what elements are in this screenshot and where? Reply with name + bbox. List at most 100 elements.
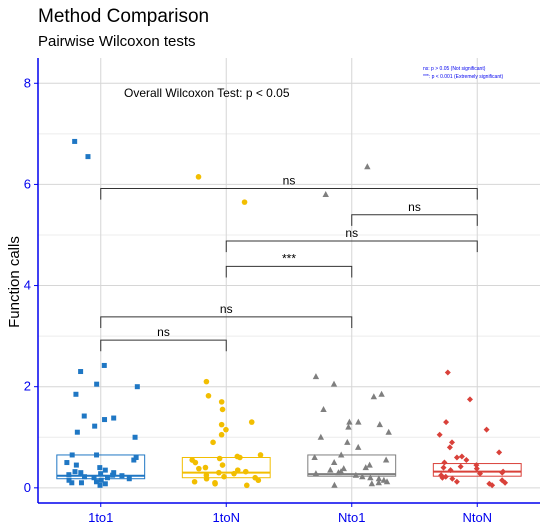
point-NtoN xyxy=(440,464,447,471)
chart-title: Method Comparison xyxy=(38,6,209,27)
significance-brackets: ns ns *** ns ns ns xyxy=(100,173,478,352)
bracket-1toN-NtoN xyxy=(225,240,478,253)
chart-subtitle: Pairwise Wilcoxon tests xyxy=(38,33,196,50)
point-1toN xyxy=(218,421,225,428)
point-Nto1 xyxy=(383,478,391,485)
bracket-1to1-NtoN xyxy=(100,187,478,200)
point-1to1 xyxy=(92,423,98,429)
bracket-label: ns xyxy=(220,302,233,316)
point-1to1 xyxy=(111,470,117,476)
point-NtoN xyxy=(453,478,460,485)
point-NtoN xyxy=(466,396,473,403)
point-Nto1 xyxy=(346,418,353,425)
point-NtoN xyxy=(477,470,484,477)
point-NtoN xyxy=(496,449,503,456)
point-Nto1 xyxy=(327,466,334,473)
axes: 0 2 4 6 8 1to1 1toN Nto1 NtoN xyxy=(24,58,540,525)
point-1to1 xyxy=(74,429,80,435)
point-Nto1 xyxy=(352,471,360,478)
point-1toN xyxy=(234,467,241,473)
x-tick-label: 1to1 xyxy=(88,510,113,525)
point-1toN xyxy=(203,472,210,478)
point-Nto1 xyxy=(364,163,371,170)
point-1to1 xyxy=(81,413,87,419)
point-Nto1 xyxy=(330,459,338,466)
point-1to1 xyxy=(102,467,108,473)
point-Nto1 xyxy=(311,453,318,460)
point-NtoN xyxy=(446,444,453,451)
point-NtoN xyxy=(449,475,456,482)
data-points xyxy=(64,138,509,489)
legend-note-ns: ns: p > 0.05 (Not significant) xyxy=(423,66,486,72)
point-1to1 xyxy=(78,369,84,375)
point-1toN xyxy=(218,431,225,438)
point-1toN xyxy=(234,453,241,460)
bracket-label: ns xyxy=(408,200,421,214)
point-Nto1 xyxy=(359,473,366,480)
bracket-Nto1-NtoN xyxy=(351,214,478,226)
point-1to1 xyxy=(131,457,137,463)
point-1to1 xyxy=(85,154,91,160)
point-1to1 xyxy=(66,477,72,483)
point-1to1 xyxy=(78,470,84,476)
point-NtoN xyxy=(457,463,464,470)
point-Nto1 xyxy=(378,390,385,397)
point-1toN xyxy=(219,406,226,413)
bracket-label: ns xyxy=(345,226,358,240)
point-NtoN xyxy=(448,439,455,446)
point-Nto1 xyxy=(317,433,325,440)
point-Nto1 xyxy=(368,480,376,487)
point-Nto1 xyxy=(355,418,362,425)
y-tick-label: 4 xyxy=(24,278,31,293)
point-Nto1 xyxy=(312,470,320,477)
point-1toN xyxy=(210,439,216,446)
point-NtoN xyxy=(438,472,445,479)
point-1toN xyxy=(231,470,237,477)
point-1to1 xyxy=(102,417,108,423)
point-Nto1 xyxy=(337,451,345,458)
point-1to1 xyxy=(94,452,100,458)
point-NtoN xyxy=(444,369,451,376)
point-1to1 xyxy=(104,475,110,481)
point-NtoN xyxy=(499,477,506,484)
point-1to1 xyxy=(134,384,140,390)
point-NtoN xyxy=(463,457,470,464)
point-NtoN xyxy=(442,473,449,480)
point-1toN xyxy=(205,392,212,399)
point-Nto1 xyxy=(337,468,345,475)
point-NtoN xyxy=(483,426,490,433)
bracket-1to1-1toN xyxy=(100,339,227,352)
point-1toN xyxy=(241,199,248,205)
point-1to1 xyxy=(97,465,103,471)
point-Nto1 xyxy=(382,456,390,463)
point-Nto1 xyxy=(320,405,327,412)
point-1to1 xyxy=(102,481,108,487)
point-1to1 xyxy=(73,462,79,468)
point-1to1 xyxy=(73,391,79,397)
point-NtoN xyxy=(500,468,507,475)
bracket-label: ns xyxy=(157,325,170,339)
point-1to1 xyxy=(93,479,99,485)
point-Nto1 xyxy=(322,191,329,198)
point-1toN xyxy=(203,378,210,385)
point-Nto1 xyxy=(366,461,373,468)
point-Nto1 xyxy=(385,428,392,435)
x-tick-label: Nto1 xyxy=(338,510,365,525)
point-Nto1 xyxy=(380,476,388,483)
point-1to1 xyxy=(72,138,78,144)
point-1toN xyxy=(221,473,227,480)
point-NtoN xyxy=(473,462,480,469)
point-1toN xyxy=(242,468,249,475)
point-1toN xyxy=(252,474,258,481)
bracket-1to1-Nto1 xyxy=(100,316,353,329)
overall-test-annotation: Overall Wilcoxon Test: p < 0.05 xyxy=(124,86,290,100)
point-NtoN xyxy=(473,465,480,472)
point-1to1 xyxy=(91,475,97,481)
boxes xyxy=(56,454,522,480)
point-1toN xyxy=(223,426,229,433)
point-Nto1 xyxy=(330,380,338,387)
point-NtoN xyxy=(458,453,465,460)
point-1toN xyxy=(195,174,202,180)
point-Nto1 xyxy=(312,373,320,380)
point-NtoN xyxy=(436,431,443,438)
